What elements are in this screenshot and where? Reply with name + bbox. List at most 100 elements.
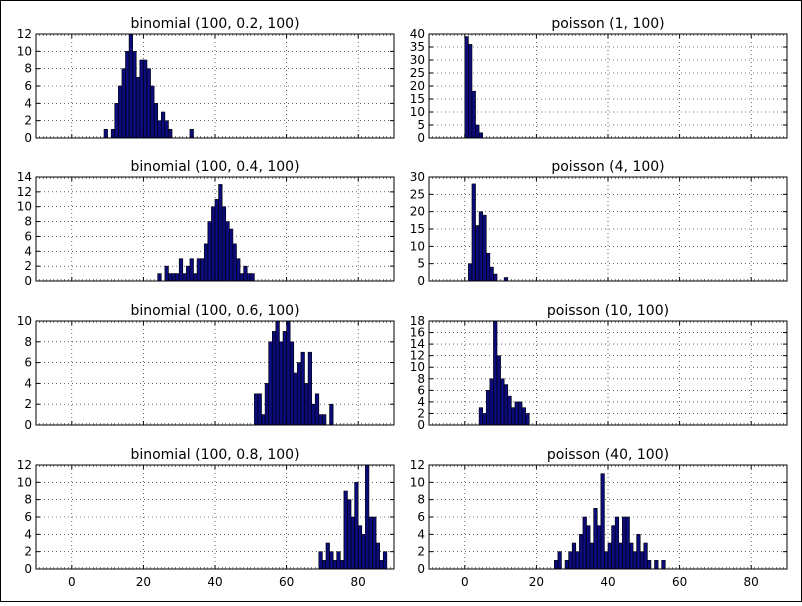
- histogram-bar: [607, 542, 612, 570]
- y-tick-label: 10: [410, 475, 425, 489]
- y-tick-label: 0: [417, 131, 425, 145]
- subplot-title: poisson (40, 100): [547, 447, 669, 463]
- histogram-bar: [654, 560, 659, 570]
- histogram-bar: [475, 225, 480, 282]
- histogram-bar: [604, 551, 609, 570]
- histogram-bar: [325, 542, 330, 570]
- y-tick-label: 5: [417, 257, 425, 271]
- y-tick-label: 25: [410, 187, 425, 201]
- histogram-bar: [503, 384, 509, 426]
- histogram-bar: [282, 331, 287, 426]
- histogram-bar: [489, 266, 494, 282]
- histogram-bar: [318, 414, 323, 426]
- x-tick-label: 60: [672, 575, 687, 589]
- histogram-bar: [307, 351, 312, 426]
- histogram-bar: [478, 211, 483, 282]
- y-tick-label: 0: [24, 131, 32, 145]
- histogram-bar: [193, 273, 198, 282]
- histogram-bar: [372, 516, 377, 570]
- y-tick-label: 8: [417, 372, 425, 386]
- y-tick-label: 12: [410, 458, 425, 472]
- histogram-bar: [647, 560, 652, 570]
- histogram-bar: [382, 551, 388, 570]
- histogram-bar: [568, 551, 573, 570]
- y-tick-label: 12: [17, 185, 32, 199]
- histogram-bar: [575, 551, 580, 570]
- histogram-bar: [347, 499, 352, 570]
- histogram-bar: [300, 351, 305, 426]
- y-tick-label: 4: [24, 376, 32, 390]
- histogram-bar: [114, 103, 119, 139]
- histogram-bar: [186, 265, 191, 282]
- y-tick-label: 18: [410, 314, 425, 328]
- histogram-bar: [361, 534, 366, 570]
- subplot-7: binomial (100, 0.8, 100) 0 2 4 6 8 10 12 0 20 40 60…: [17, 447, 395, 589]
- y-tick-label: 30: [410, 170, 425, 184]
- histogram-bar: [161, 111, 166, 139]
- histogram-bar: [211, 206, 216, 282]
- histogram-bar: [271, 331, 277, 426]
- histogram-bar: [589, 542, 594, 570]
- y-tick-label: 4: [24, 96, 32, 110]
- subplot-title: binomial (100, 0.2, 100): [130, 16, 299, 32]
- histogram-bar: [332, 560, 338, 570]
- histogram-bar: [629, 542, 634, 570]
- histogram-bar: [132, 51, 137, 139]
- y-tick-label: 35: [410, 40, 425, 54]
- histogram-bar: [250, 273, 255, 282]
- histogram-bar: [146, 68, 151, 139]
- histogram-bar: [279, 341, 284, 426]
- y-tick-label: 8: [24, 335, 32, 349]
- histogram-bar: [329, 551, 334, 570]
- histogram-bar: [297, 362, 302, 426]
- histogram-bar: [171, 273, 176, 282]
- histogram-bar: [168, 129, 173, 139]
- subplot-8: poisson (40, 100) 0 2 4 6 8 10 12 0 20 40 60 80: [410, 447, 788, 589]
- y-tick-label: 6: [24, 510, 32, 524]
- histogram-bar: [493, 273, 498, 282]
- histogram-bar: [493, 320, 498, 426]
- histogram-bar: [150, 85, 155, 139]
- subplot-title: poisson (1, 100): [551, 16, 664, 32]
- subplot-title: binomial (100, 0.8, 100): [130, 447, 299, 463]
- y-tick-label: 6: [417, 510, 425, 524]
- histogram-bar: [243, 265, 248, 282]
- histogram-bar: [475, 124, 480, 139]
- histogram-bar: [143, 59, 148, 139]
- histogram-bar: [553, 560, 559, 570]
- histogram-bar: [511, 407, 516, 426]
- y-tick-label: 2: [24, 397, 32, 411]
- y-tick-label: 10: [410, 360, 425, 374]
- y-tick-label: 30: [410, 53, 425, 67]
- histogram-bar: [514, 401, 519, 426]
- histogram-bar: [579, 534, 584, 570]
- histogram-bar: [507, 395, 512, 426]
- y-tick-label: 25: [410, 66, 425, 80]
- histogram-bar: [214, 198, 219, 282]
- subplot-title: poisson (10, 100): [547, 303, 669, 319]
- histogram-bar: [564, 560, 569, 570]
- histogram-bar: [246, 273, 252, 282]
- histogram-bar: [110, 129, 116, 139]
- subplot-5: binomial (100, 0.6, 100) 0 2 4 6 8 10: [17, 303, 395, 432]
- histogram-bar: [482, 214, 487, 282]
- histogram-bar: [293, 372, 298, 426]
- histogram-bar: [632, 551, 637, 570]
- histogram-bar: [557, 551, 562, 570]
- y-tick-label: 10: [410, 239, 425, 253]
- y-tick-label: 4: [24, 244, 32, 258]
- histogram-bar: [354, 482, 359, 570]
- histogram-bar: [178, 258, 184, 282]
- histogram-bar: [622, 516, 627, 570]
- y-tick-label: 0: [417, 562, 425, 576]
- histogram-bar: [268, 341, 273, 426]
- y-tick-label: 4: [417, 527, 425, 541]
- histogram-bar: [586, 525, 591, 570]
- histogram-bar: [153, 103, 159, 139]
- histogram-bar: [304, 383, 309, 426]
- x-tick-label: 80: [744, 575, 759, 589]
- histogram-bar: [636, 534, 641, 570]
